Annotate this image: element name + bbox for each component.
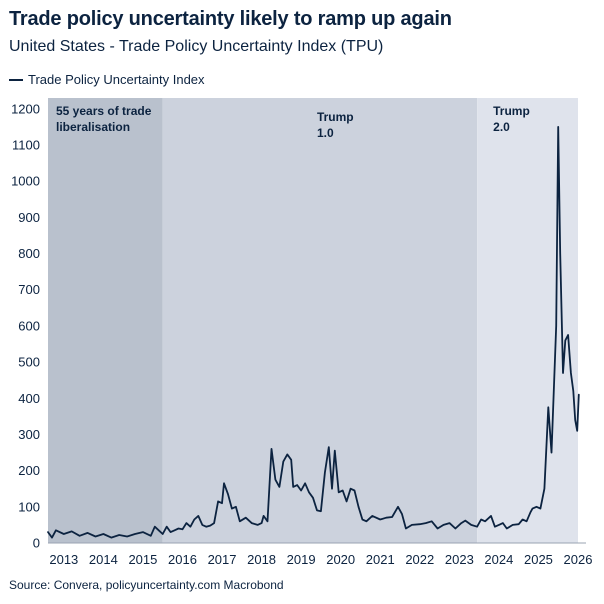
y-tick-label: 1000 <box>11 174 40 189</box>
y-tick-label: 900 <box>18 210 40 225</box>
legend: Trade Policy Uncertainty Index <box>9 72 205 87</box>
region-label-3-line2: 2.0 <box>493 120 510 134</box>
x-tick-label: 2020 <box>326 552 355 567</box>
x-tick-label: 2019 <box>287 552 316 567</box>
x-tick-label: 2024 <box>484 552 513 567</box>
shaded-region-3 <box>477 98 578 543</box>
chart-subtitle: United States - Trade Policy Uncertainty… <box>9 38 384 55</box>
x-tick-label: 2013 <box>49 552 78 567</box>
region-label-2-line1: Trump <box>317 110 354 124</box>
legend-swatch <box>9 78 23 81</box>
shaded-region-2 <box>162 98 478 543</box>
x-tick-label: 2026 <box>564 552 593 567</box>
y-tick-label: 600 <box>18 318 40 333</box>
y-tick-label: 400 <box>18 391 40 406</box>
y-tick-label: 0 <box>33 536 40 551</box>
chart-title: Trade policy uncertainty likely to ramp … <box>9 8 452 30</box>
y-tick-label: 1200 <box>11 101 40 116</box>
region-label-1-line1: 55 years of trade <box>56 104 152 118</box>
x-tick-label: 2014 <box>89 552 118 567</box>
region-label-3-line1: Trump <box>493 104 530 118</box>
y-tick-label: 200 <box>18 463 40 478</box>
x-tick-label: 2016 <box>168 552 197 567</box>
shaded-region-1 <box>48 98 163 543</box>
y-tick-label: 800 <box>18 246 40 261</box>
x-tick-label: 2015 <box>128 552 157 567</box>
x-tick-label: 2025 <box>524 552 553 567</box>
y-tick-label: 300 <box>18 427 40 442</box>
series-layer <box>47 126 580 539</box>
x-tick-label: 2021 <box>366 552 395 567</box>
y-tick-label: 700 <box>18 282 40 297</box>
y-tick-label: 1100 <box>12 138 40 153</box>
y-tick-label: 100 <box>18 499 40 514</box>
y-axis: 0 100 200 300 400 500 600 700 800 900 1000 1100 1200 <box>11 101 40 550</box>
x-tick-label: 2022 <box>405 552 434 567</box>
series-line-1 <box>47 126 580 539</box>
x-axis: 2013 2014 2015 2016 2017 2018 2019 2020 2021 2022… <box>48 542 593 567</box>
x-tick-label: 2018 <box>247 552 276 567</box>
legend-label: Trade Policy Uncertainty Index <box>28 72 205 87</box>
region-label-1-line2: liberalisation <box>56 120 130 134</box>
region-annotations: 55 years of trade liberalisation Trump 1.0 T… <box>56 104 530 140</box>
shaded-regions <box>48 98 578 543</box>
x-tick-label: 2017 <box>208 552 237 567</box>
x-tick-label: 2023 <box>445 552 474 567</box>
source-note: Source: Convera, policyuncertainty.com M… <box>9 578 284 592</box>
y-tick-label: 500 <box>18 355 40 370</box>
region-label-2-line2: 1.0 <box>317 126 334 140</box>
